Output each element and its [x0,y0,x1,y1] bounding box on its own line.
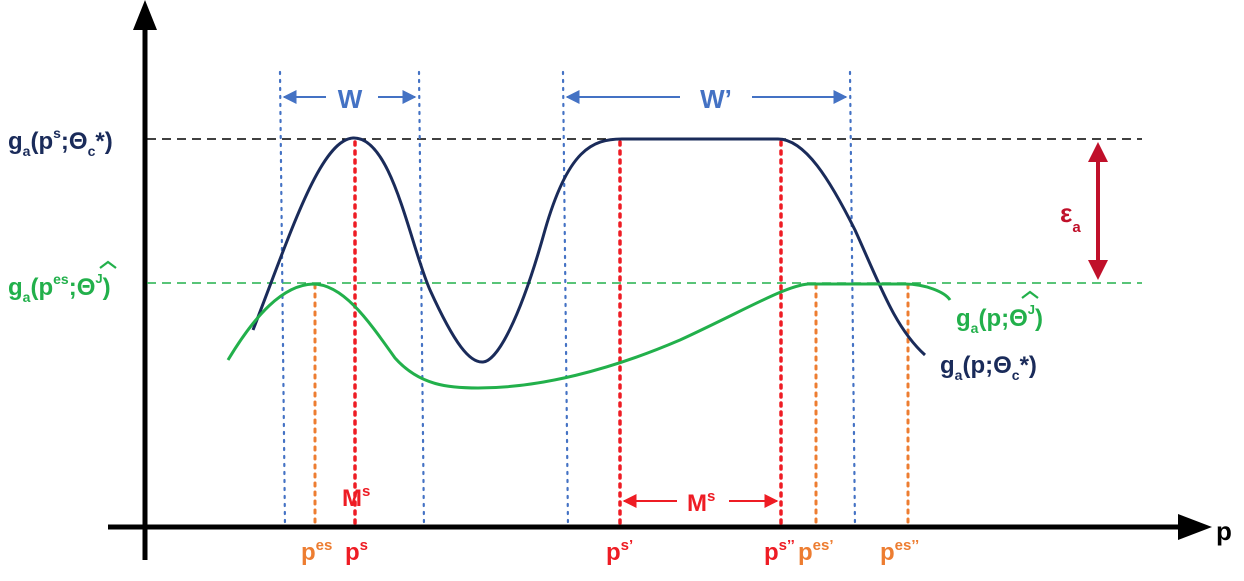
estimated-level-label: ga(pes;ΘJ) [8,271,111,305]
window-w-right-boundary [417,70,426,529]
y-axis-arrowhead [133,0,157,30]
optimum-markers [353,140,783,529]
x-tick-pes: pes [301,537,332,566]
max-level-label: ga(ps;Θc*) [8,125,113,159]
estimated-curve-hat [1021,290,1039,299]
estimated-optimum-markers [313,283,910,529]
x-tick-labels: pes ps ps’ ps’’ pes’ pes’’ [301,537,919,566]
window-w-prime-right-boundary [848,70,857,529]
x-axis-arrowhead [1178,514,1212,540]
x-tick-ps2: ps’’ [764,537,795,566]
ms-left-label: Ms [342,483,370,512]
ms-right-label: Ms [687,488,715,517]
estimated-level-hat [99,260,117,269]
window-w-label: W [338,84,363,114]
x-axis-label: p [1216,516,1232,546]
x-tick-ps1: ps’ [606,537,633,566]
window-w-prime-left-boundary [561,70,570,529]
estimated-curve-label: ga(p;ΘJ) [956,302,1043,336]
x-tick-pes2: pes’’ [880,537,919,566]
x-tick-ps: ps [345,537,368,566]
epsilon-label: εa [1060,198,1081,236]
estimated-fitness-curve [226,282,952,390]
true-curve-label: ga(p;Θc*) [940,352,1037,383]
window-w-left-boundary [278,70,287,529]
true-fitness-curve [251,136,927,364]
x-tick-pes1: pes’ [798,537,834,566]
window-w-prime-label: W’ [700,84,732,114]
